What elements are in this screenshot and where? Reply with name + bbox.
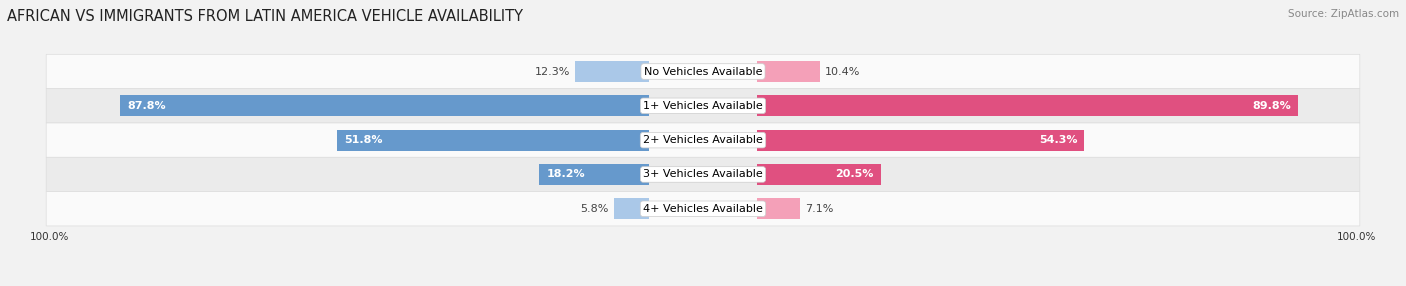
Bar bbox=[758, 130, 1084, 151]
Bar bbox=[120, 95, 648, 116]
Text: 100.0%: 100.0% bbox=[1337, 232, 1376, 242]
Bar bbox=[336, 130, 648, 151]
Text: 2+ Vehicles Available: 2+ Vehicles Available bbox=[643, 135, 763, 145]
Text: Source: ZipAtlas.com: Source: ZipAtlas.com bbox=[1288, 9, 1399, 19]
FancyBboxPatch shape bbox=[46, 192, 1360, 226]
Text: 4+ Vehicles Available: 4+ Vehicles Available bbox=[643, 204, 763, 214]
Text: AFRICAN VS IMMIGRANTS FROM LATIN AMERICA VEHICLE AVAILABILITY: AFRICAN VS IMMIGRANTS FROM LATIN AMERICA… bbox=[7, 9, 523, 23]
Bar bbox=[614, 198, 648, 219]
Text: 3+ Vehicles Available: 3+ Vehicles Available bbox=[643, 170, 763, 179]
Text: 1+ Vehicles Available: 1+ Vehicles Available bbox=[643, 101, 763, 111]
Text: 54.3%: 54.3% bbox=[1039, 135, 1077, 145]
Text: 7.1%: 7.1% bbox=[804, 204, 834, 214]
Bar bbox=[575, 61, 648, 82]
FancyBboxPatch shape bbox=[46, 89, 1360, 123]
Bar bbox=[538, 164, 648, 185]
Text: No Vehicles Available: No Vehicles Available bbox=[644, 67, 762, 76]
Bar bbox=[758, 95, 1298, 116]
Text: 51.8%: 51.8% bbox=[344, 135, 382, 145]
Text: 89.8%: 89.8% bbox=[1253, 101, 1291, 111]
FancyBboxPatch shape bbox=[46, 54, 1360, 89]
Bar bbox=[758, 164, 880, 185]
Text: 20.5%: 20.5% bbox=[835, 170, 873, 179]
Text: 87.8%: 87.8% bbox=[127, 101, 166, 111]
Text: 18.2%: 18.2% bbox=[547, 170, 585, 179]
FancyBboxPatch shape bbox=[46, 157, 1360, 192]
Bar bbox=[758, 61, 820, 82]
Bar bbox=[758, 198, 800, 219]
Text: 10.4%: 10.4% bbox=[825, 67, 860, 76]
Text: 5.8%: 5.8% bbox=[581, 204, 609, 214]
Text: 12.3%: 12.3% bbox=[534, 67, 569, 76]
FancyBboxPatch shape bbox=[46, 123, 1360, 157]
Text: 100.0%: 100.0% bbox=[30, 232, 69, 242]
